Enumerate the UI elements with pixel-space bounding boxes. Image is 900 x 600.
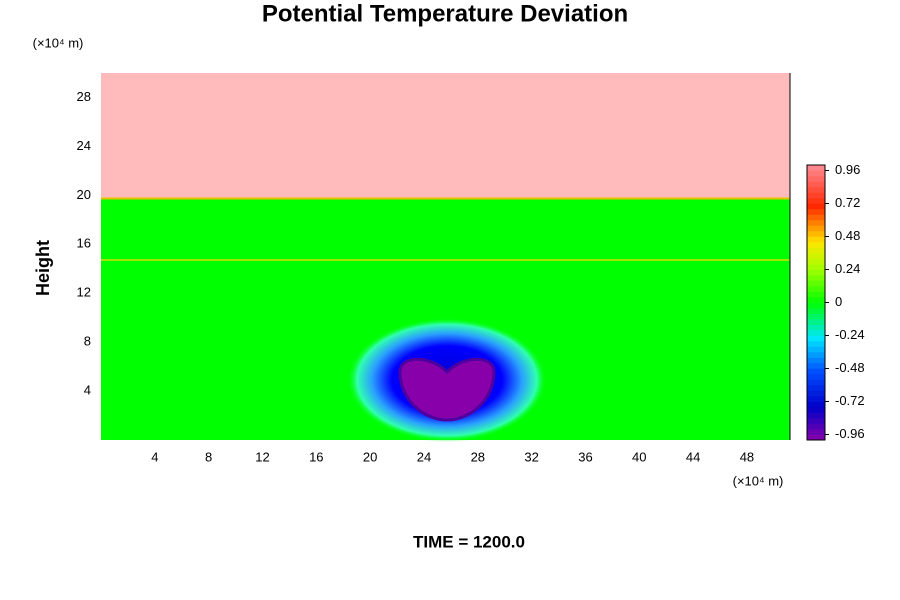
colorbar-band [807,352,825,358]
colorbar-band [807,291,825,298]
time-annotation: TIME = 1200.0 [413,532,525,551]
x-tick-label: 16 [309,449,323,464]
y-tick-label: 8 [84,334,91,349]
x-tick-label: 48 [740,449,754,464]
colorbar-band [807,280,825,287]
colorbar-band [807,423,825,430]
colorbar-band [807,418,825,424]
colorbar-band [807,192,825,199]
y-tick-label: 28 [77,89,91,104]
colorbar-band [807,363,825,369]
colorbar-band [807,214,825,221]
colorbar-band [807,242,825,248]
colorbar-band [807,220,825,226]
x-tick-label: 40 [632,449,646,464]
x-unit: (×10⁴ m) [733,473,784,488]
colorbar-band [807,253,825,259]
y-tick-label: 4 [84,383,91,398]
colorbar-band [807,379,825,386]
x-tick-label: 12 [255,449,269,464]
colorbar-band [807,341,825,347]
x-tick-label: 20 [363,449,377,464]
colorbar-band [807,368,825,375]
colorbar-band [807,203,825,210]
colorbar-tick-label: 0.48 [835,228,860,243]
chart-title: Potential Temperature Deviation [262,0,628,27]
colorbar-band [807,269,825,276]
colorbar-band [807,176,825,182]
colorbar-band [807,198,825,204]
cold-anomaly-core [398,357,496,422]
colorbar-band [807,170,825,177]
colorbar-tick-label: -0.48 [835,360,865,375]
colorbar-band [807,324,825,331]
colorbar-band [807,165,825,171]
x-tick-label: 8 [205,449,212,464]
colorbar-tick-label: -0.24 [835,327,865,342]
colorbar-band [807,231,825,237]
colorbar-band [807,396,825,402]
colorbar-band [807,429,825,435]
colorbar-tick-label: 0.72 [835,195,860,210]
field [101,73,791,442]
y-tick-label: 24 [77,138,91,153]
colorbar-band [807,187,825,193]
colorbar-band [807,264,825,270]
colorbar-band [807,357,825,364]
colorbar-band [807,407,825,413]
y-tick-label: 16 [77,236,91,251]
colorbar-band [807,390,825,397]
colorbar-band [807,434,825,441]
colorbar-tick-label: 0.24 [835,261,860,276]
x-tick-label: 36 [578,449,592,464]
x-tick-label: 44 [686,449,700,464]
colorbar-band [807,313,825,320]
colorbar-band [807,275,825,281]
colorbar-band [807,412,825,419]
colorbar-band [807,346,825,353]
colorbar-tick-label: -0.72 [835,393,865,408]
upper-layer [101,73,790,198]
colorbar-band [807,209,825,215]
x-tick-label: 24 [417,449,431,464]
colorbar-band [807,374,825,380]
y-unit: (×10⁴ m) [33,35,84,50]
x-tick-label: 28 [471,449,485,464]
colorbar-band [807,401,825,408]
colorbar-band [807,297,825,303]
colorbar-band [807,236,825,243]
colorbar-band [807,308,825,314]
colorbar-band [807,319,825,325]
y-tick-label: 12 [77,285,91,300]
colorbar-band [807,225,825,232]
x-tick-label: 32 [524,449,538,464]
colorbar-band [807,258,825,265]
colorbar-band [807,247,825,254]
colorbar-tick-label: 0 [835,294,842,309]
colorbar-band [807,330,825,336]
colorbar-band [807,335,825,342]
colorbar-band [807,181,825,188]
x-tick-label: 4 [151,449,158,464]
y-tick-label: 20 [77,187,91,202]
colorbar-band [807,385,825,391]
colorbar-band [807,302,825,309]
y-axis-label: Height [33,240,53,296]
colorbar-tick-label: 0.96 [835,162,860,177]
colorbar-band [807,286,825,292]
colorbar-tick-label: -0.96 [835,426,865,441]
